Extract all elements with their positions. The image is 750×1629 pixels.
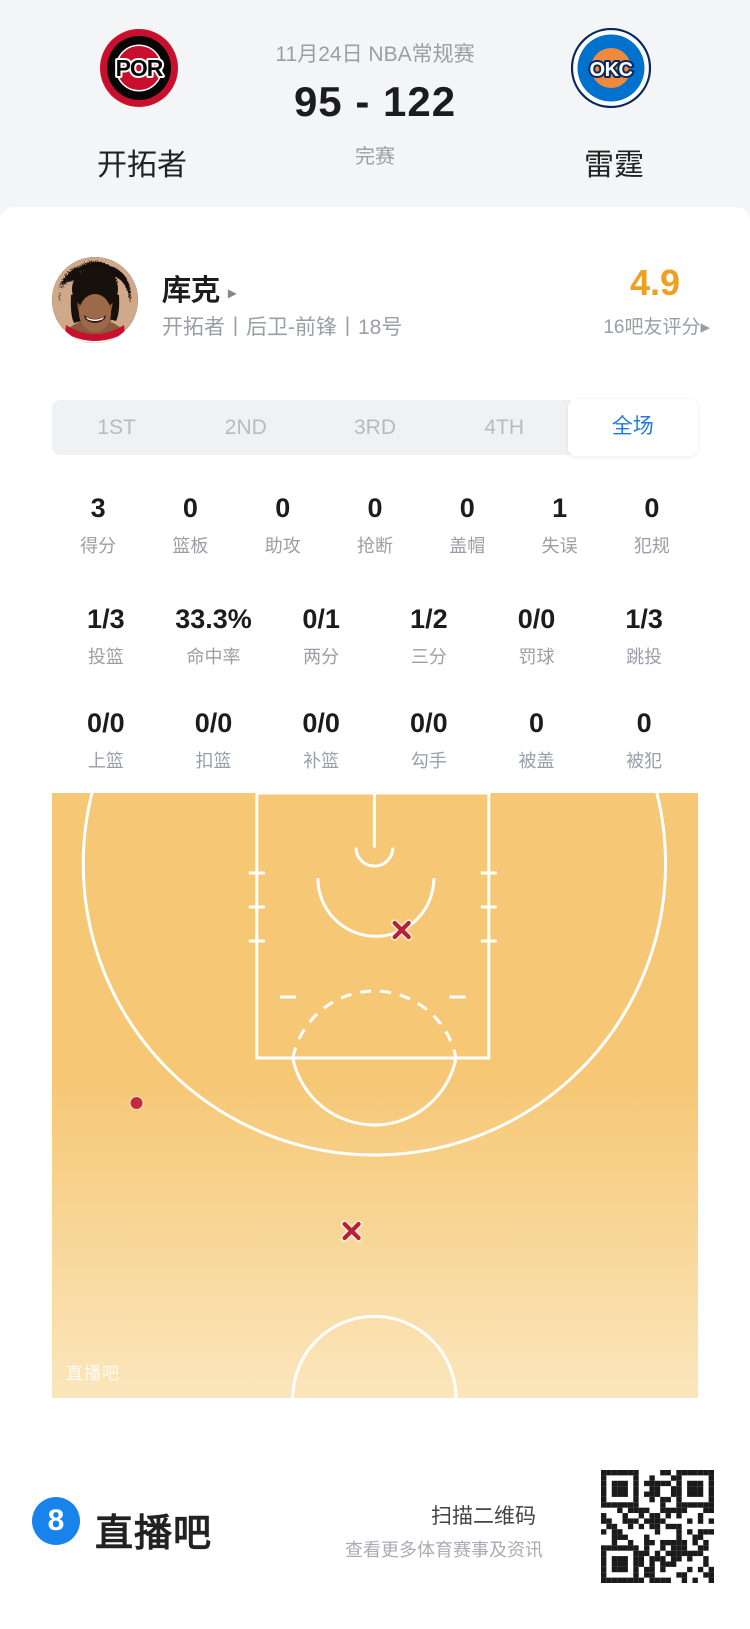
svg-text:POR: POR: [116, 55, 164, 81]
svg-text:OKC: OKC: [590, 59, 633, 81]
